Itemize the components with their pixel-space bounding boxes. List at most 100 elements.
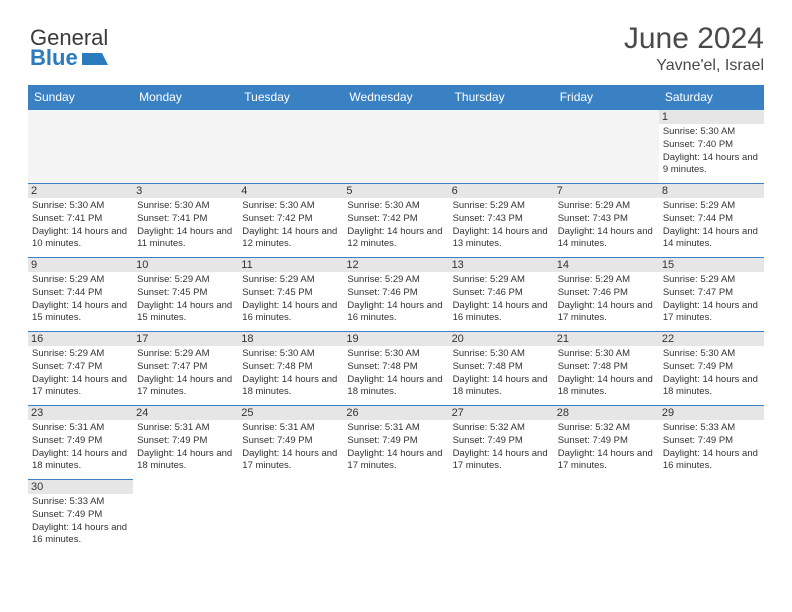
- day-cell: [449, 110, 554, 184]
- day-number: 12: [343, 258, 448, 272]
- day-number: 28: [554, 406, 659, 420]
- day-details: Sunrise: 5:32 AMSunset: 7:49 PMDaylight:…: [558, 422, 655, 473]
- day-cell: 6 Sunrise: 5:29 AMSunset: 7:43 PMDaylight…: [449, 184, 554, 258]
- day-header-row: SundayMondayTuesdayWednesdayThursdayFrid…: [28, 85, 764, 110]
- day-header: Tuesday: [238, 85, 343, 110]
- day-cell: 10Sunrise: 5:29 AMSunset: 7:45 PMDayligh…: [133, 258, 238, 332]
- day-number: 6: [449, 184, 554, 198]
- day-cell: 24 Sunrise: 5:31 AMSunset: 7:49 PMDayligh…: [133, 406, 238, 480]
- day-cell: 8 Sunrise: 5:29 AMSunset: 7:44 PMDaylight…: [659, 184, 764, 258]
- day-details: Sunrise: 5:29 AMSunset: 7:43 PMDaylight:…: [453, 200, 550, 251]
- day-number: 4: [238, 184, 343, 198]
- day-cell: [449, 480, 554, 554]
- day-details: Sunrise: 5:33 AMSunset: 7:49 PMDaylight:…: [663, 422, 760, 473]
- day-cell: 17 Sunrise: 5:29 AMSunset: 7:47 PMDayligh…: [133, 332, 238, 406]
- day-header: Friday: [554, 85, 659, 110]
- month-title: June 2024: [624, 22, 764, 55]
- day-number: 27: [449, 406, 554, 420]
- day-header: Saturday: [659, 85, 764, 110]
- calendar-table: SundayMondayTuesdayWednesdayThursdayFrid…: [28, 85, 764, 554]
- day-number: 29: [659, 406, 764, 420]
- day-details: Sunrise: 5:29 AMSunset: 7:47 PMDaylight:…: [663, 274, 760, 325]
- day-cell: 1 Sunrise: 5:30 AMSunset: 7:40 PMDaylight…: [659, 110, 764, 184]
- day-number: 23: [28, 406, 133, 420]
- day-details: Sunrise: 5:29 AMSunset: 7:46 PMDaylight:…: [558, 274, 655, 325]
- day-details: Sunrise: 5:30 AMSunset: 7:42 PMDaylight:…: [242, 200, 339, 251]
- day-cell: [238, 480, 343, 554]
- day-cell: [659, 480, 764, 554]
- day-cell: 2 Sunrise: 5:30 AMSunset: 7:41 PMDaylight…: [28, 184, 133, 258]
- day-cell: 11 Sunrise: 5:29 AMSunset: 7:45 PMDayligh…: [238, 258, 343, 332]
- day-cell: 28 Sunrise: 5:32 AMSunset: 7:49 PMDayligh…: [554, 406, 659, 480]
- day-details: Sunrise: 5:29 AMSunset: 7:47 PMDaylight:…: [32, 348, 129, 399]
- day-number: 9: [28, 258, 133, 272]
- day-cell: 27 Sunrise: 5:32 AMSunset: 7:49 PMDayligh…: [449, 406, 554, 480]
- day-cell: [133, 110, 238, 184]
- day-cell: 18 Sunrise: 5:30 AMSunset: 7:48 PMDayligh…: [238, 332, 343, 406]
- day-number: 2: [28, 184, 133, 198]
- day-details: Sunrise: 5:33 AMSunset: 7:49 PMDaylight:…: [32, 496, 129, 547]
- day-cell: [343, 110, 448, 184]
- day-number: 24: [133, 406, 238, 420]
- day-cell: 22 Sunrise: 5:30 AMSunset: 7:49 PMDayligh…: [659, 332, 764, 406]
- day-number: 20: [449, 332, 554, 346]
- day-details: Sunrise: 5:30 AMSunset: 7:48 PMDaylight:…: [242, 348, 339, 399]
- title-block: June 2024 Yavne'el, Israel: [624, 22, 764, 75]
- day-cell: 25Sunrise: 5:31 AMSunset: 7:49 PMDayligh…: [238, 406, 343, 480]
- day-cell: 30 Sunrise: 5:33 AMSunset: 7:49 PMDayligh…: [28, 480, 133, 554]
- day-header: Monday: [133, 85, 238, 110]
- day-details: Sunrise: 5:29 AMSunset: 7:47 PMDaylight:…: [137, 348, 234, 399]
- day-number: 19: [343, 332, 448, 346]
- day-cell: 3 Sunrise: 5:30 AMSunset: 7:41 PMDaylight…: [133, 184, 238, 258]
- logo-flag-icon: [82, 51, 108, 65]
- day-cell: [554, 110, 659, 184]
- day-details: Sunrise: 5:30 AMSunset: 7:49 PMDaylight:…: [663, 348, 760, 399]
- day-number: 18: [238, 332, 343, 346]
- day-number: 21: [554, 332, 659, 346]
- day-number: 16: [28, 332, 133, 346]
- day-number: 25: [238, 406, 343, 420]
- day-cell: [238, 110, 343, 184]
- day-number: 13: [449, 258, 554, 272]
- day-details: Sunrise: 5:30 AMSunset: 7:41 PMDaylight:…: [137, 200, 234, 251]
- day-details: Sunrise: 5:30 AMSunset: 7:48 PMDaylight:…: [558, 348, 655, 399]
- logo: General Blue: [28, 22, 108, 68]
- logo-part2: Blue: [30, 48, 78, 68]
- day-details: Sunrise: 5:29 AMSunset: 7:45 PMDaylight:…: [242, 274, 339, 325]
- day-cell: 26Sunrise: 5:31 AMSunset: 7:49 PMDayligh…: [343, 406, 448, 480]
- day-details: Sunrise: 5:29 AMSunset: 7:44 PMDaylight:…: [663, 200, 760, 251]
- day-cell: 20 Sunrise: 5:30 AMSunset: 7:48 PMDayligh…: [449, 332, 554, 406]
- day-cell: 12Sunrise: 5:29 AMSunset: 7:46 PMDayligh…: [343, 258, 448, 332]
- day-details: Sunrise: 5:29 AMSunset: 7:44 PMDaylight:…: [32, 274, 129, 325]
- day-details: Sunrise: 5:29 AMSunset: 7:45 PMDaylight:…: [137, 274, 234, 325]
- day-details: Sunrise: 5:30 AMSunset: 7:42 PMDaylight:…: [347, 200, 444, 251]
- day-details: Sunrise: 5:32 AMSunset: 7:49 PMDaylight:…: [453, 422, 550, 473]
- day-number: 17: [133, 332, 238, 346]
- day-cell: 16 Sunrise: 5:29 AMSunset: 7:47 PMDayligh…: [28, 332, 133, 406]
- day-cell: 5 Sunrise: 5:30 AMSunset: 7:42 PMDaylight…: [343, 184, 448, 258]
- day-cell: 23Sunrise: 5:31 AMSunset: 7:49 PMDayligh…: [28, 406, 133, 480]
- day-header: Thursday: [449, 85, 554, 110]
- day-cell: 14Sunrise: 5:29 AMSunset: 7:46 PMDayligh…: [554, 258, 659, 332]
- calendar-body: 1 Sunrise: 5:30 AMSunset: 7:40 PMDaylight…: [28, 110, 764, 554]
- day-number: 3: [133, 184, 238, 198]
- day-number: 26: [343, 406, 448, 420]
- day-details: Sunrise: 5:30 AMSunset: 7:41 PMDaylight:…: [32, 200, 129, 251]
- day-number: 5: [343, 184, 448, 198]
- day-cell: 4 Sunrise: 5:30 AMSunset: 7:42 PMDaylight…: [238, 184, 343, 258]
- day-header: Sunday: [28, 85, 133, 110]
- day-cell: 21 Sunrise: 5:30 AMSunset: 7:48 PMDayligh…: [554, 332, 659, 406]
- day-details: Sunrise: 5:31 AMSunset: 7:49 PMDaylight:…: [137, 422, 234, 473]
- day-details: Sunrise: 5:30 AMSunset: 7:40 PMDaylight:…: [663, 126, 760, 177]
- day-header: Wednesday: [343, 85, 448, 110]
- day-cell: [28, 110, 133, 184]
- day-number: 22: [659, 332, 764, 346]
- day-cell: [343, 480, 448, 554]
- day-number: 1: [659, 110, 764, 124]
- day-number: 30: [28, 480, 133, 494]
- day-number: 8: [659, 184, 764, 198]
- day-cell: 19Sunrise: 5:30 AMSunset: 7:48 PMDayligh…: [343, 332, 448, 406]
- day-number: 11: [238, 258, 343, 272]
- day-cell: 29 Sunrise: 5:33 AMSunset: 7:49 PMDayligh…: [659, 406, 764, 480]
- day-details: Sunrise: 5:30 AMSunset: 7:48 PMDaylight:…: [453, 348, 550, 399]
